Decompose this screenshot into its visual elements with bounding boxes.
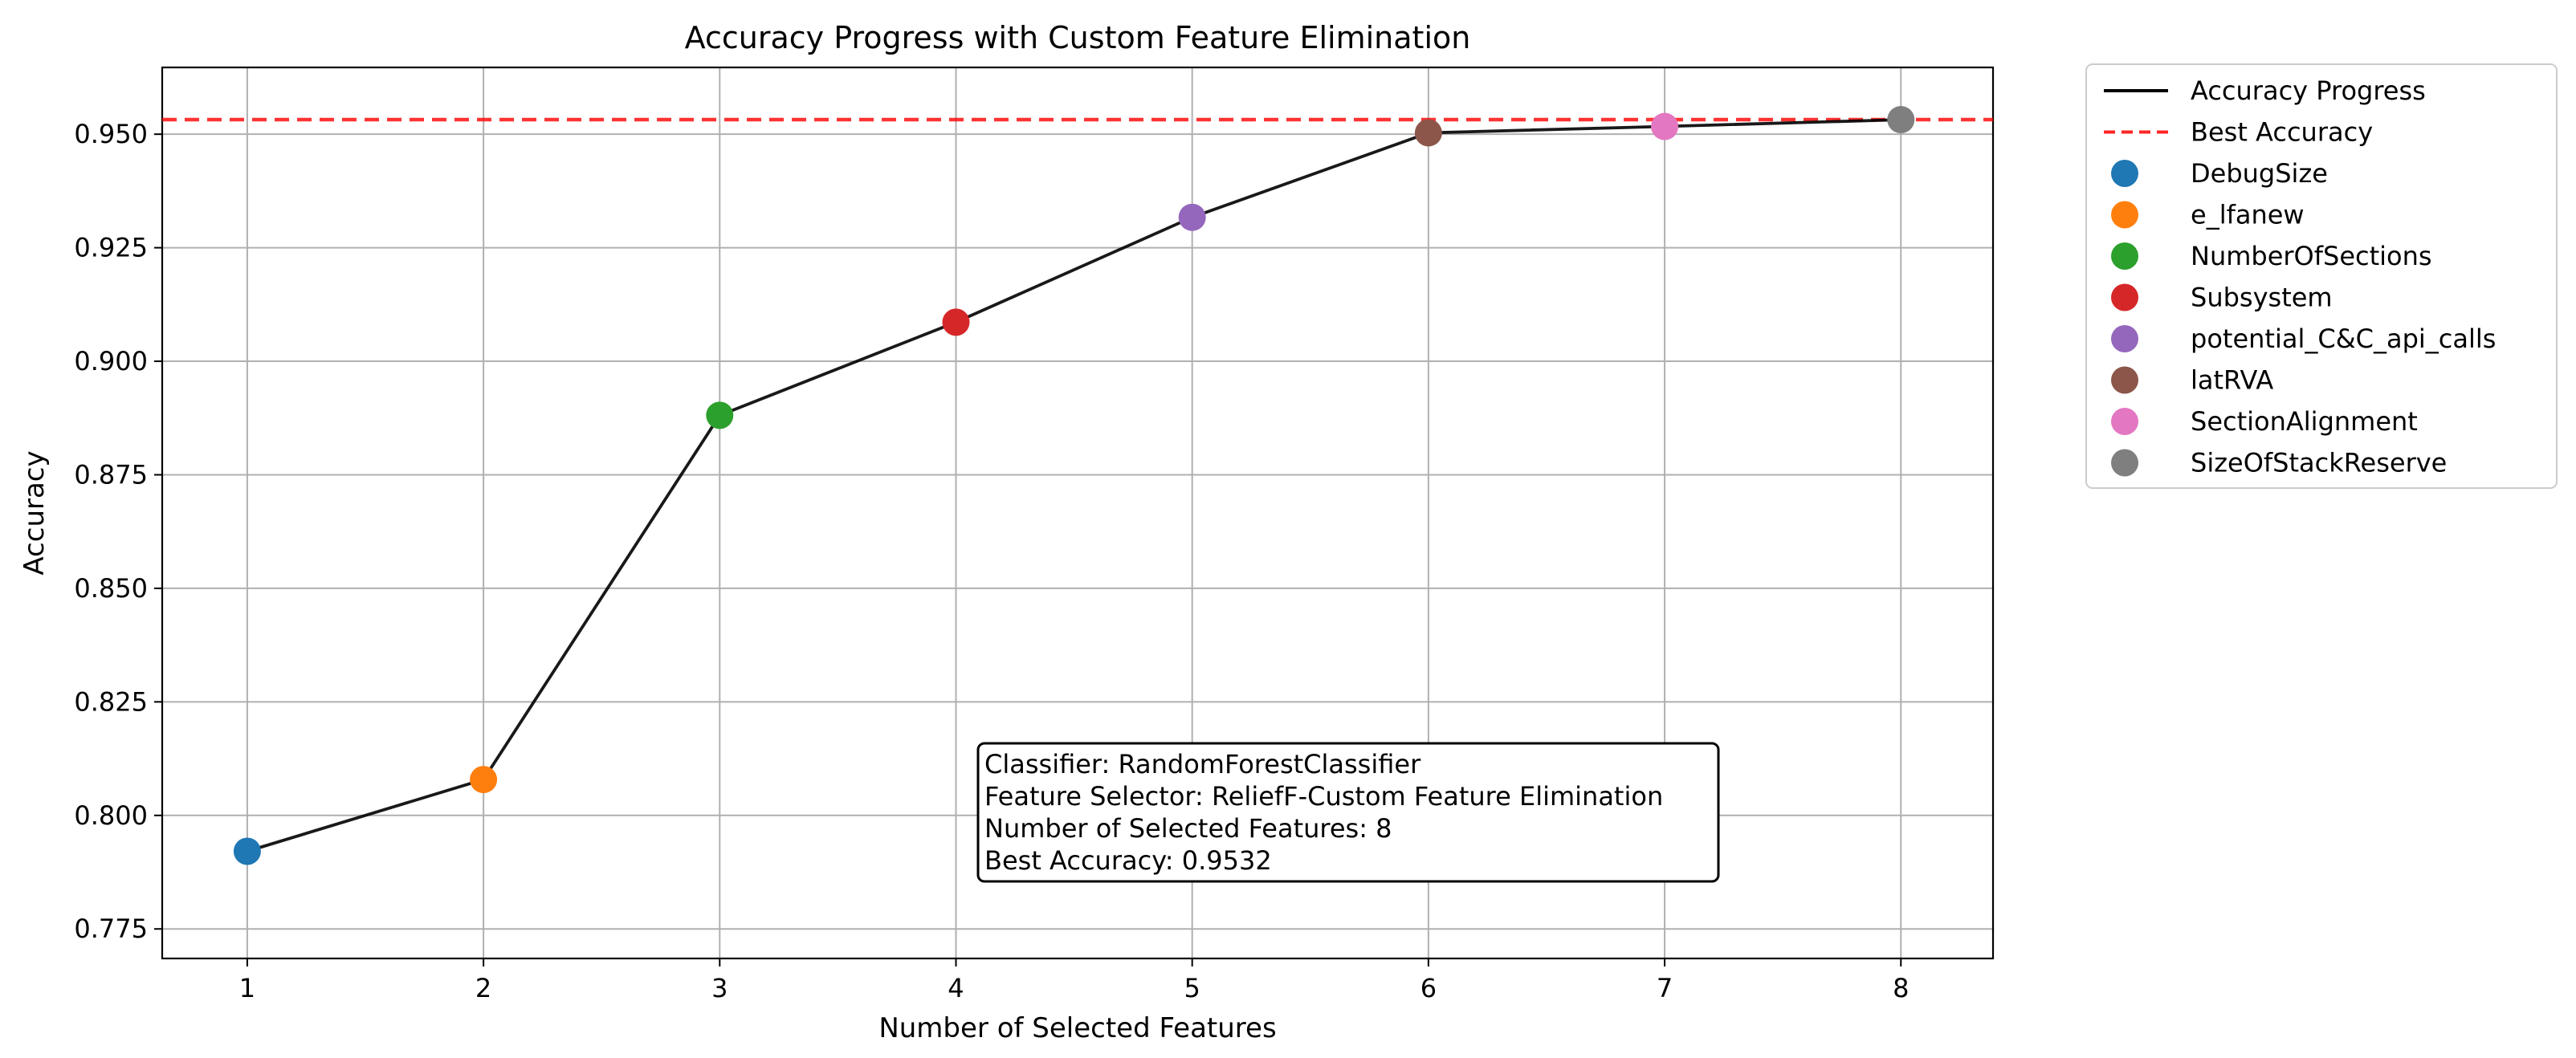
- y-tick-label: 0.800: [74, 800, 148, 831]
- legend-label: DebugSize: [2191, 158, 2328, 189]
- legend: Accuracy Progress Best Accuracy DebugSize e…: [2085, 63, 2558, 489]
- y-tick-label: 0.900: [74, 346, 148, 376]
- point-NumberOfSections: [706, 401, 734, 429]
- legend-label: latRVA: [2191, 365, 2273, 396]
- y-tick-label: 0.925: [74, 233, 148, 263]
- point-e_lfanew: [470, 766, 498, 794]
- legend-frame: [2085, 63, 2558, 489]
- x-tick-label: 8: [1893, 973, 1909, 1003]
- legend-marker-swatch: [2111, 242, 2138, 270]
- legend-label: NumberOfSections: [2191, 241, 2432, 271]
- legend-marker-swatch: [2111, 449, 2138, 477]
- legend-label: Subsystem: [2191, 283, 2333, 313]
- x-tick-label: 6: [1420, 973, 1437, 1003]
- point-latRVA: [1414, 119, 1442, 147]
- x-tick-label: 4: [948, 973, 964, 1003]
- x-tick-label: 1: [239, 973, 255, 1003]
- legend-label: SectionAlignment: [2191, 406, 2418, 437]
- point-SectionAlignment: [1651, 112, 1679, 140]
- y-tick-label: 0.850: [74, 573, 148, 604]
- legend-items: Accuracy Progress Best Accuracy DebugSize e…: [2104, 75, 2496, 478]
- y-tick-label: 0.875: [74, 459, 148, 490]
- annotation-frame: [976, 742, 1720, 883]
- annotation-best-accuracy: Best Accuracy: 0.9532: [984, 845, 1272, 876]
- legend-marker-swatch: [2111, 201, 2138, 229]
- x-tick-label: 3: [711, 973, 728, 1003]
- annotation-feature-count: Number of Selected Features: 8: [984, 813, 1392, 844]
- y-axis-label: Accuracy: [18, 450, 51, 575]
- accuracy-progress-line: [247, 118, 1901, 853]
- legend-marker-swatch: [2111, 283, 2138, 311]
- legend-label: SizeOfStackReserve: [2191, 448, 2447, 478]
- chart-title: Accuracy Progress with Custom Feature El…: [685, 20, 1471, 55]
- x-tick-label: 2: [475, 973, 491, 1003]
- point-DebugSize: [233, 837, 261, 865]
- legend-marker-swatch: [2111, 408, 2138, 435]
- plot-area: [161, 66, 1995, 960]
- point-SizeOfStackReserve: [1887, 106, 1915, 134]
- y-tick-label: 0.950: [74, 119, 148, 149]
- feature-points: [233, 106, 1915, 865]
- y-tick-label: 0.775: [74, 914, 148, 944]
- legend-label: Best Accuracy: [2191, 117, 2373, 148]
- legend-label: Accuracy Progress: [2191, 75, 2426, 106]
- y-tick-label: 0.825: [74, 686, 148, 717]
- y-axis-ticks: 0.775 0.800 0.825 0.850 0.875 0.900 0.925 0.950: [74, 119, 162, 944]
- x-tick-label: 7: [1657, 973, 1673, 1003]
- legend-marker-swatch: [2111, 325, 2138, 352]
- x-axis-label: Number of Selected Features: [878, 1012, 1276, 1044]
- legend-marker-swatch: [2111, 366, 2138, 394]
- legend-label: e_lfanew: [2191, 200, 2305, 230]
- annotation-box: Classifier: RandomForestClassifier Featu…: [976, 742, 1720, 883]
- annotation-classifier: Classifier: RandomForestClassifier: [984, 749, 1421, 779]
- x-tick-label: 5: [1184, 973, 1200, 1003]
- legend-label: potential_C&C_api_calls: [2191, 324, 2496, 354]
- legend-marker-swatch: [2111, 160, 2138, 187]
- x-axis-ticks: 1 2 3 4 5 6 7 8: [239, 958, 1909, 1003]
- point-Subsystem: [942, 308, 970, 336]
- point-potential_C&C_api_calls: [1178, 203, 1206, 231]
- annotation-selector: Feature Selector: ReliefF-Custom Feature…: [984, 781, 1663, 812]
